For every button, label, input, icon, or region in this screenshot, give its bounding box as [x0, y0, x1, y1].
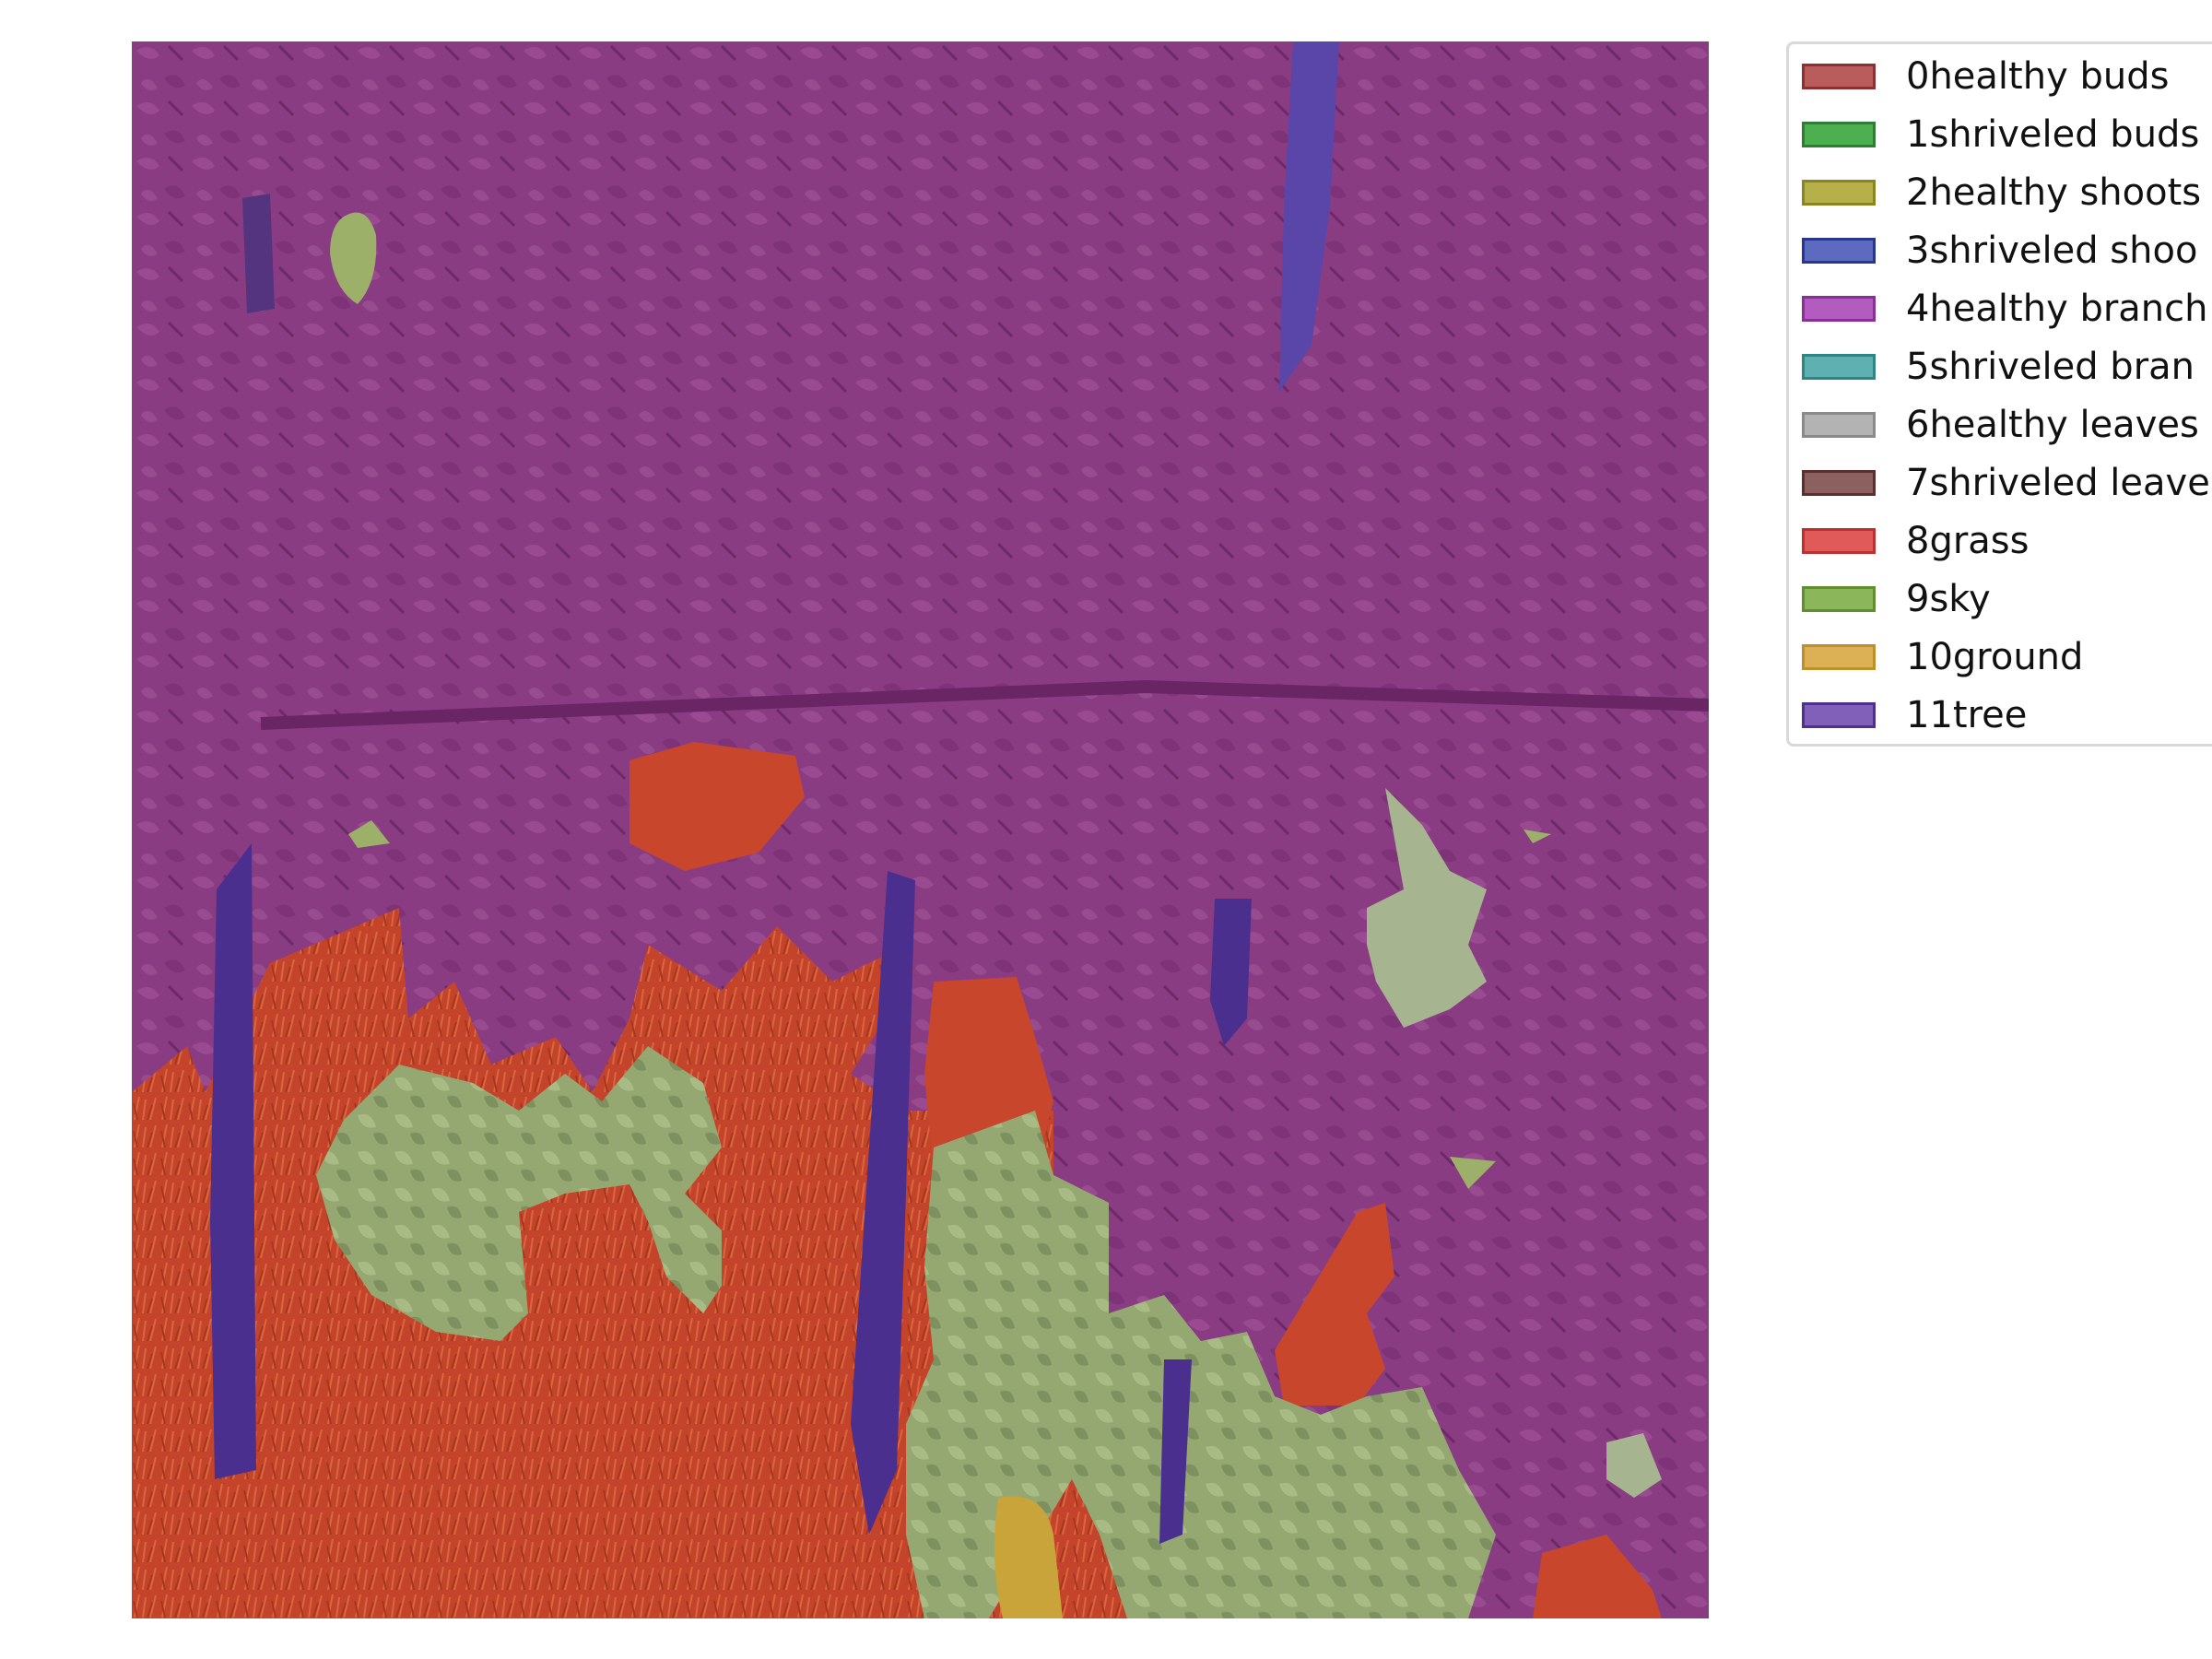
grass-patch	[629, 742, 805, 871]
legend-swatch	[1802, 586, 1876, 612]
segmentation-mask-drawing	[132, 41, 1709, 1618]
legend-item: 7shriveled leave	[1802, 461, 2212, 505]
legend-label: 7shriveled leave	[1906, 462, 2210, 504]
legend-swatch	[1802, 354, 1876, 380]
legend-item: 10ground	[1802, 635, 2212, 679]
pole	[1279, 41, 1339, 392]
legend-swatch	[1802, 644, 1876, 670]
legend-swatch	[1802, 180, 1876, 206]
pole	[1159, 1359, 1192, 1544]
legend-label: 5shriveled bran	[1906, 346, 2195, 388]
legend-label: 1shriveled buds	[1906, 113, 2200, 156]
legend-item: 5shriveled bran	[1802, 345, 2212, 389]
leaves-region	[1367, 788, 1487, 1028]
legend-label: 8grass	[1906, 520, 2030, 562]
sky-patch	[1524, 830, 1551, 843]
ground-region	[994, 1496, 1063, 1618]
legend-item: 11tree	[1802, 693, 2212, 737]
legend-label: 9sky	[1906, 578, 1991, 620]
legend-swatch	[1802, 122, 1876, 147]
legend-item: 1shriveled buds	[1802, 112, 2212, 157]
pole	[242, 194, 275, 313]
pole	[1210, 899, 1252, 1046]
legend-item: 3shriveled shoo	[1802, 229, 2212, 273]
legend-swatch	[1802, 702, 1876, 728]
legend-item: 2healthy shoots	[1802, 171, 2212, 215]
legend: 0healthy buds 1shriveled buds 2healthy s…	[1786, 41, 2212, 747]
leaves-region	[316, 1046, 722, 1341]
legend-label: 0healthy buds	[1906, 55, 2170, 98]
grass-patch	[1275, 1203, 1394, 1406]
leaves-region	[906, 1111, 1496, 1618]
pole	[210, 843, 256, 1479]
legend-label: 2healthy shoots	[1906, 171, 2202, 214]
legend-label: 4healthy branch	[1906, 288, 2208, 330]
legend-item: 8grass	[1802, 519, 2212, 563]
leaves-region	[1606, 1433, 1662, 1498]
legend-item: 4healthy branch	[1802, 287, 2212, 331]
leaves-region	[330, 212, 377, 304]
legend-label: 6healthy leaves	[1906, 404, 2199, 446]
legend-swatch	[1802, 238, 1876, 264]
sky-patch	[348, 820, 390, 848]
legend-swatch	[1802, 64, 1876, 89]
grass-patch	[1533, 1535, 1662, 1618]
sky-patch	[1450, 1157, 1496, 1189]
legend-swatch	[1802, 412, 1876, 438]
legend-swatch	[1802, 470, 1876, 496]
pole	[851, 871, 915, 1535]
legend-label: 3shriveled shoo	[1906, 229, 2198, 272]
segmentation-overlay-image	[132, 41, 1709, 1618]
legend-item: 0healthy buds	[1802, 54, 2212, 99]
legend-label: 10ground	[1906, 636, 2084, 678]
legend-swatch	[1802, 296, 1876, 322]
legend-label: 11tree	[1906, 694, 2028, 736]
legend-item: 9sky	[1802, 577, 2212, 621]
legend-item: 6healthy leaves	[1802, 403, 2212, 447]
legend-swatch	[1802, 528, 1876, 554]
